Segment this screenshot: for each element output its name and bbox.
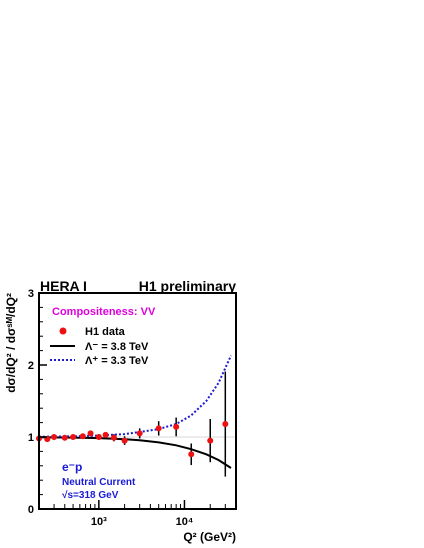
plot-frame <box>38 292 237 510</box>
data-point-13 <box>173 423 180 430</box>
header-left: HERA I <box>40 278 87 294</box>
data-point-8 <box>102 431 109 438</box>
legend-label-data: H1 data <box>85 326 126 338</box>
y-axis-title: dσ/dQ² / dσˢᴹ/dQ² <box>4 293 18 393</box>
data-point-6 <box>87 430 94 437</box>
data-point-2 <box>51 434 58 440</box>
legend-label-lambda-plus: Λ⁺ = 3.3 TeV <box>85 355 149 367</box>
legend-marker-data <box>59 327 67 335</box>
x-axis-title: Q² (GeV²) <box>183 530 236 544</box>
x-tick-label-0: 10³ <box>91 516 107 528</box>
y-tick-label-1: 1 <box>28 432 34 444</box>
axis-layer: 0 1 2 3 10³ 10⁴ <box>28 288 237 528</box>
data-point-11 <box>136 430 143 437</box>
data-point-5 <box>79 433 86 440</box>
model-label: Compositeness: VV <box>52 306 156 318</box>
data-layer <box>36 371 229 477</box>
x-tick-label-1: 10⁴ <box>176 516 194 528</box>
data-point-15 <box>207 437 214 444</box>
y-tick-label-2: 2 <box>28 360 34 372</box>
data-point-10 <box>121 437 128 444</box>
beam-label: e⁻p <box>62 460 82 474</box>
data-point-12 <box>155 425 162 432</box>
y-tick-label-3: 3 <box>28 288 34 300</box>
data-point-3 <box>61 434 68 441</box>
data-point-14 <box>188 451 195 458</box>
process-label: Neutral Current <box>62 477 136 488</box>
y-tick-label-0: 0 <box>28 504 34 516</box>
header-right: H1 preliminary <box>139 278 236 294</box>
curve-layer <box>38 355 232 469</box>
curve-lambda-plus <box>38 355 232 438</box>
legend: H1 data Λ⁻ = 3.8 TeV Λ⁺ = 3.3 TeV <box>50 326 149 367</box>
legend-label-lambda-minus: Λ⁻ = 3.8 TeV <box>85 341 149 353</box>
data-point-7 <box>95 434 102 440</box>
data-point-4 <box>70 434 77 440</box>
energy-label: √s=318 GeV <box>62 490 119 501</box>
data-point-16 <box>222 421 229 428</box>
data-point-9 <box>110 434 117 441</box>
